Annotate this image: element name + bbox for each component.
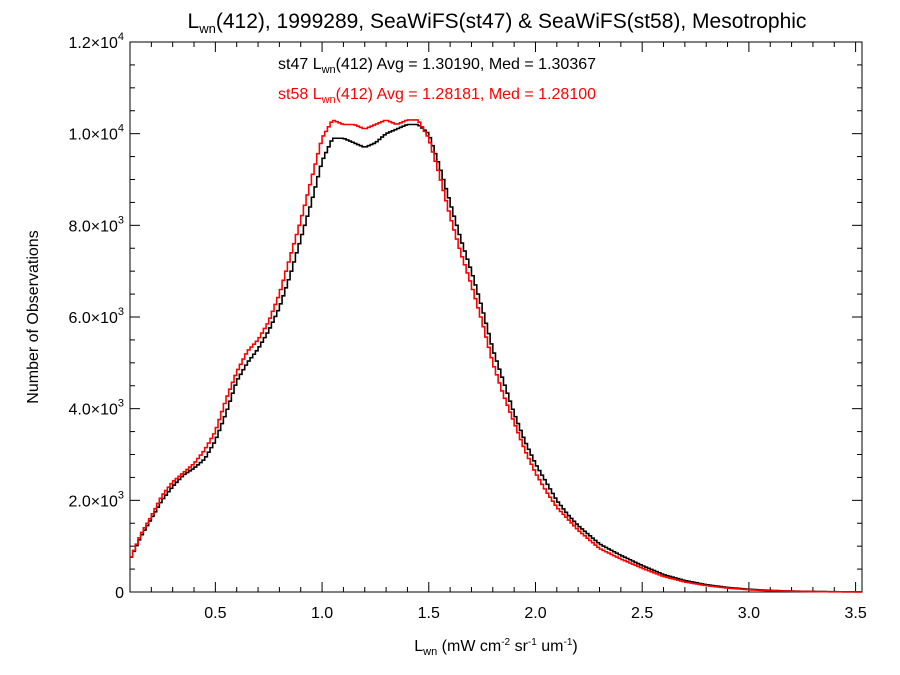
x-tick-label: 1.0 — [311, 605, 333, 622]
y-tick-label: 8.0×103 — [68, 214, 124, 235]
y-tick-label: 6.0×103 — [68, 306, 124, 327]
series-line-st58 — [130, 119, 862, 593]
y-tick-label: 4.0×103 — [68, 398, 124, 419]
y-tick-label: 1.0×104 — [68, 123, 124, 144]
annotation-st47: st47 Lwn(412) Avg = 1.30190, Med = 1.303… — [278, 56, 596, 76]
series-line-st47 — [130, 123, 862, 593]
annotation-st58: st58 Lwn(412) Avg = 1.28181, Med = 1.281… — [278, 86, 596, 106]
x-axis-label: Lwn (mW cm-2 sr-1 um-1) — [414, 637, 577, 658]
series-layer — [130, 119, 862, 593]
x-tick-label: 0.5 — [204, 605, 226, 622]
x-tick-label: 3.5 — [844, 605, 866, 622]
y-tick-label: 2.0×103 — [68, 489, 124, 510]
x-tick-label: 1.5 — [418, 605, 440, 622]
x-tick-label: 2.5 — [631, 605, 653, 622]
y-axis-label: Number of Observations — [25, 230, 42, 403]
x-axis: 0.5 1.0 1.5 2.0 2.5 3.0 3.5 — [129, 42, 867, 622]
y-tick-label: 0 — [115, 585, 124, 602]
y-axis: 0 2.0×103 4.0×103 6.0×103 8.0×103 1.0×104 1.2×… — [68, 31, 862, 602]
plot-area — [129, 41, 863, 593]
x-tick-label: 3.0 — [738, 605, 760, 622]
y-tick-label: 1.2×104 — [68, 31, 124, 52]
chart-title: Lwn(412), 1999289, SeaWiFS(st47) & SeaWi… — [188, 10, 807, 36]
x-tick-label: 2.0 — [524, 605, 546, 622]
